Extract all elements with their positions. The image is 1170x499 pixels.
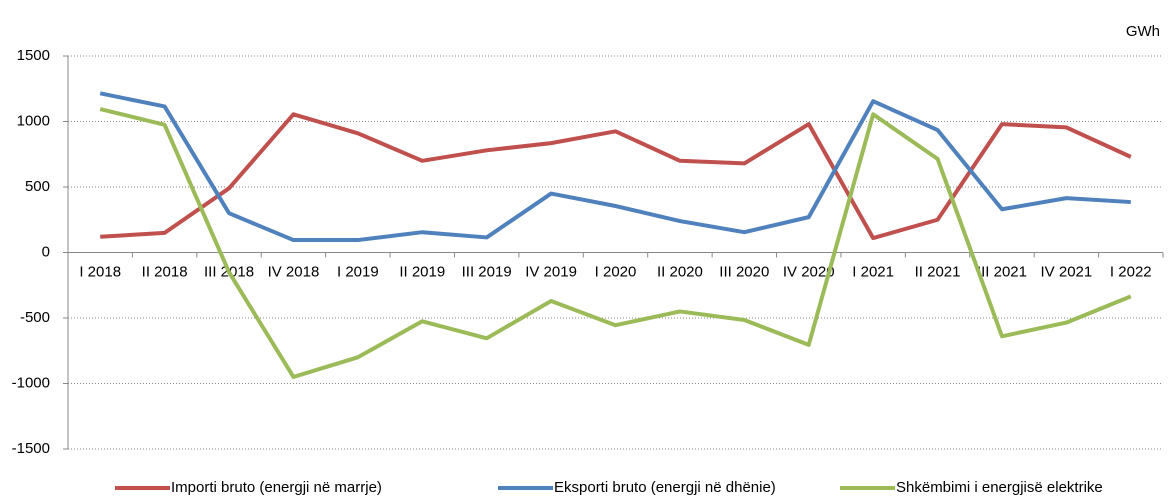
x-tick-label: I 2019 (337, 263, 379, 280)
series-line (100, 112, 1132, 241)
x-tick-label: I 2021 (852, 263, 894, 280)
legend-label: Importi bruto (energji në marrje) (171, 479, 382, 496)
x-tick-label: I 2018 (79, 263, 121, 280)
series-line (99, 107, 1132, 379)
x-tick-label: I 2022 (1110, 263, 1152, 280)
x-tick-label: I 2020 (595, 263, 637, 280)
y-tick-label: -1000 (12, 374, 50, 391)
unit-label: GWh (1126, 23, 1160, 40)
y-tick-label: 500 (25, 178, 50, 195)
x-tick-label: III 2021 (977, 263, 1027, 280)
x-tick-label: III 2019 (462, 263, 512, 280)
x-tick-label: III 2020 (719, 263, 769, 280)
legend-label: Shkëmbimi i energjisë elektrike (896, 479, 1103, 496)
x-tick-label: IV 2019 (525, 263, 577, 280)
x-tick-label: II 2019 (399, 263, 445, 280)
x-tick-label: IV 2021 (1041, 263, 1093, 280)
x-tick-label: II 2021 (915, 263, 961, 280)
series-line (99, 91, 1131, 243)
x-tick-label: IV 2020 (783, 263, 835, 280)
y-tick-label: 1000 (17, 112, 50, 129)
x-tick-label: IV 2018 (268, 263, 320, 280)
y-tick-label: -500 (20, 309, 50, 326)
x-tick-label: II 2020 (657, 263, 703, 280)
y-tick-label: 0 (42, 243, 50, 260)
y-tick-label: -1500 (12, 440, 50, 457)
y-tick-label: 1500 (17, 47, 50, 64)
legend-label: Eksporti bruto (energji në dhënie) (554, 479, 776, 496)
x-tick-label: II 2018 (142, 263, 188, 280)
